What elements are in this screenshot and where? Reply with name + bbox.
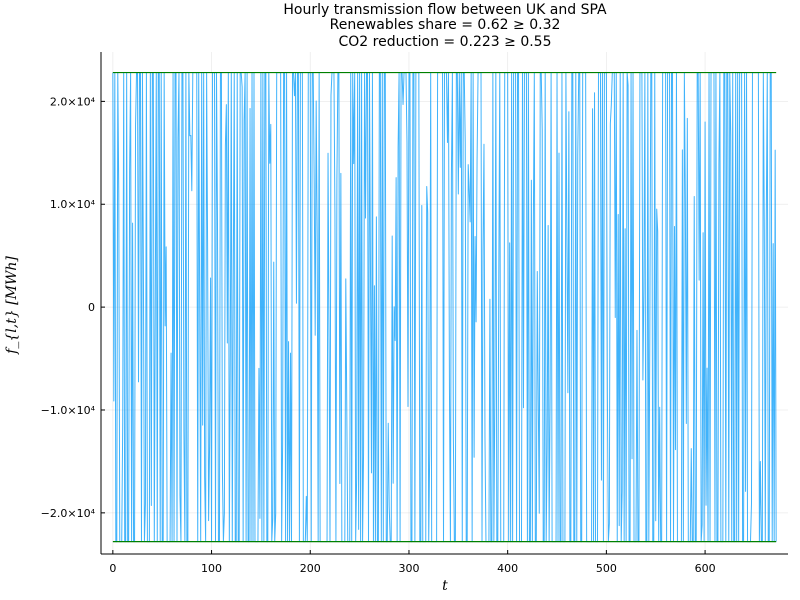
x-tick-label: 0 [109, 562, 116, 575]
x-tick-label: 600 [695, 562, 716, 575]
chart-title: Hourly transmission flow between UK and … [283, 2, 607, 50]
x-tick-label: 300 [398, 562, 419, 575]
y-axis-ticks: −2.0×10⁴ −1.0×10⁴ 0 1.0×10⁴ 2.0×10⁴ [41, 95, 105, 520]
x-axis-ticks: 0 100 200 300 400 500 600 [109, 550, 716, 575]
x-tick-label: 500 [596, 562, 617, 575]
y-tick-label: 2.0×10⁴ [50, 95, 96, 108]
y-tick-label: −2.0×10⁴ [41, 507, 96, 520]
x-axis-label: t [442, 578, 448, 594]
y-tick-label: −1.0×10⁴ [41, 404, 96, 417]
x-tick-label: 200 [300, 562, 321, 575]
data-series [112, 71, 777, 543]
chart-title-line-3: CO2 reduction = 0.223 ≥ 0.55 [338, 34, 551, 50]
y-tick-label: 0 [88, 301, 95, 314]
chart-title-line-2: Renewables share = 0.62 ≥ 0.32 [330, 17, 561, 33]
x-tick-label: 100 [201, 562, 222, 575]
x-tick-label: 400 [497, 562, 518, 575]
y-axis-label: f_{l,t} [MWh] [4, 256, 20, 355]
y-tick-label: 1.0×10⁴ [50, 198, 96, 211]
chart-title-line-1: Hourly transmission flow between UK and … [283, 2, 607, 18]
